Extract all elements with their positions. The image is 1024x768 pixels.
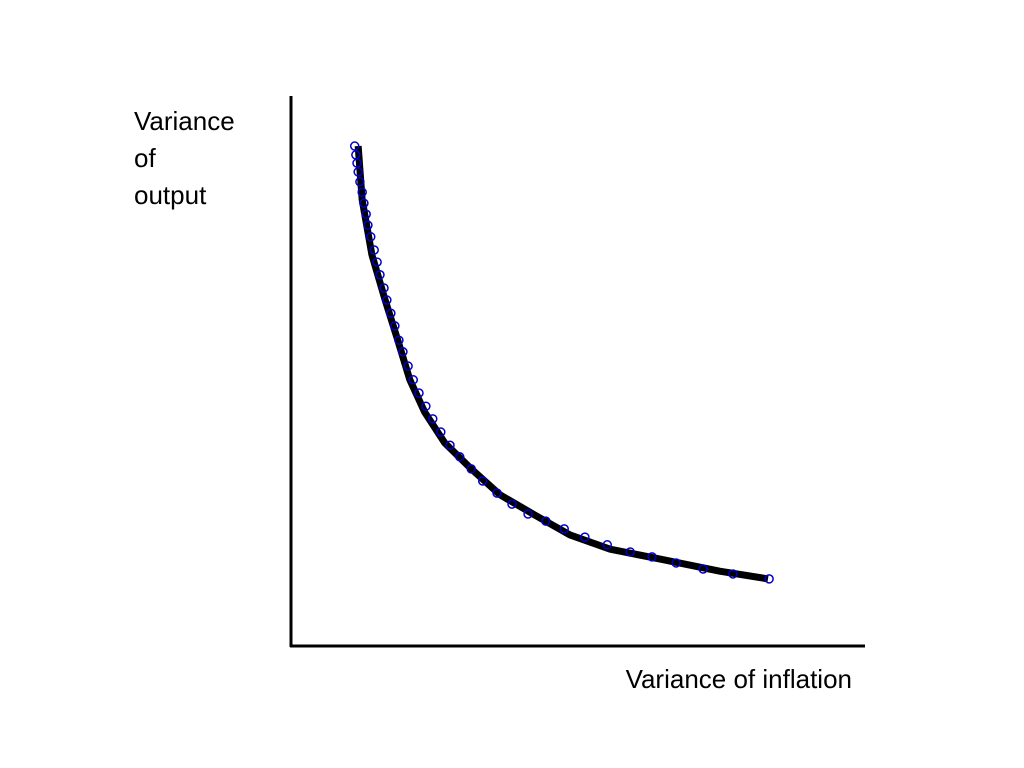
data-point (379, 283, 389, 293)
data-point (580, 532, 590, 542)
data-point (366, 232, 376, 242)
data-point (507, 499, 517, 509)
data-point (466, 464, 476, 474)
data-point (445, 440, 455, 450)
data-point (361, 209, 371, 219)
data-point (352, 158, 362, 168)
data-point (355, 177, 365, 187)
data-point (671, 558, 681, 568)
data-point (728, 569, 738, 579)
data-point (363, 220, 373, 230)
data-point (764, 574, 774, 584)
data-point (353, 167, 363, 177)
data-point (477, 476, 488, 486)
data-point (369, 245, 379, 255)
curve (354, 145, 769, 583)
data-point (394, 335, 404, 345)
data-point (359, 198, 369, 208)
data-point (698, 564, 708, 574)
data-point (390, 321, 400, 331)
data-point (414, 388, 424, 398)
y-axis-label: output (134, 180, 207, 210)
data-point (349, 141, 360, 151)
data-point (386, 308, 396, 318)
x-axis-label: Variance of inflation (626, 664, 852, 694)
data-point (602, 540, 613, 550)
data-point (375, 270, 385, 280)
data-point (436, 427, 446, 437)
data-point (559, 524, 569, 534)
data-point (647, 552, 657, 562)
data-point (541, 516, 551, 526)
data-point (398, 347, 408, 357)
data-point (421, 401, 431, 411)
y-axis-label: Variance (134, 106, 235, 136)
data-point (357, 187, 367, 197)
y-axis-label: of (134, 143, 156, 173)
data-point (428, 414, 438, 424)
data-point (523, 509, 533, 519)
data-point (372, 257, 382, 267)
data-point (408, 375, 419, 385)
data-point (625, 547, 635, 557)
data-point (382, 295, 392, 305)
data-point (492, 488, 502, 498)
data-point (403, 361, 413, 371)
data-point (455, 452, 465, 462)
